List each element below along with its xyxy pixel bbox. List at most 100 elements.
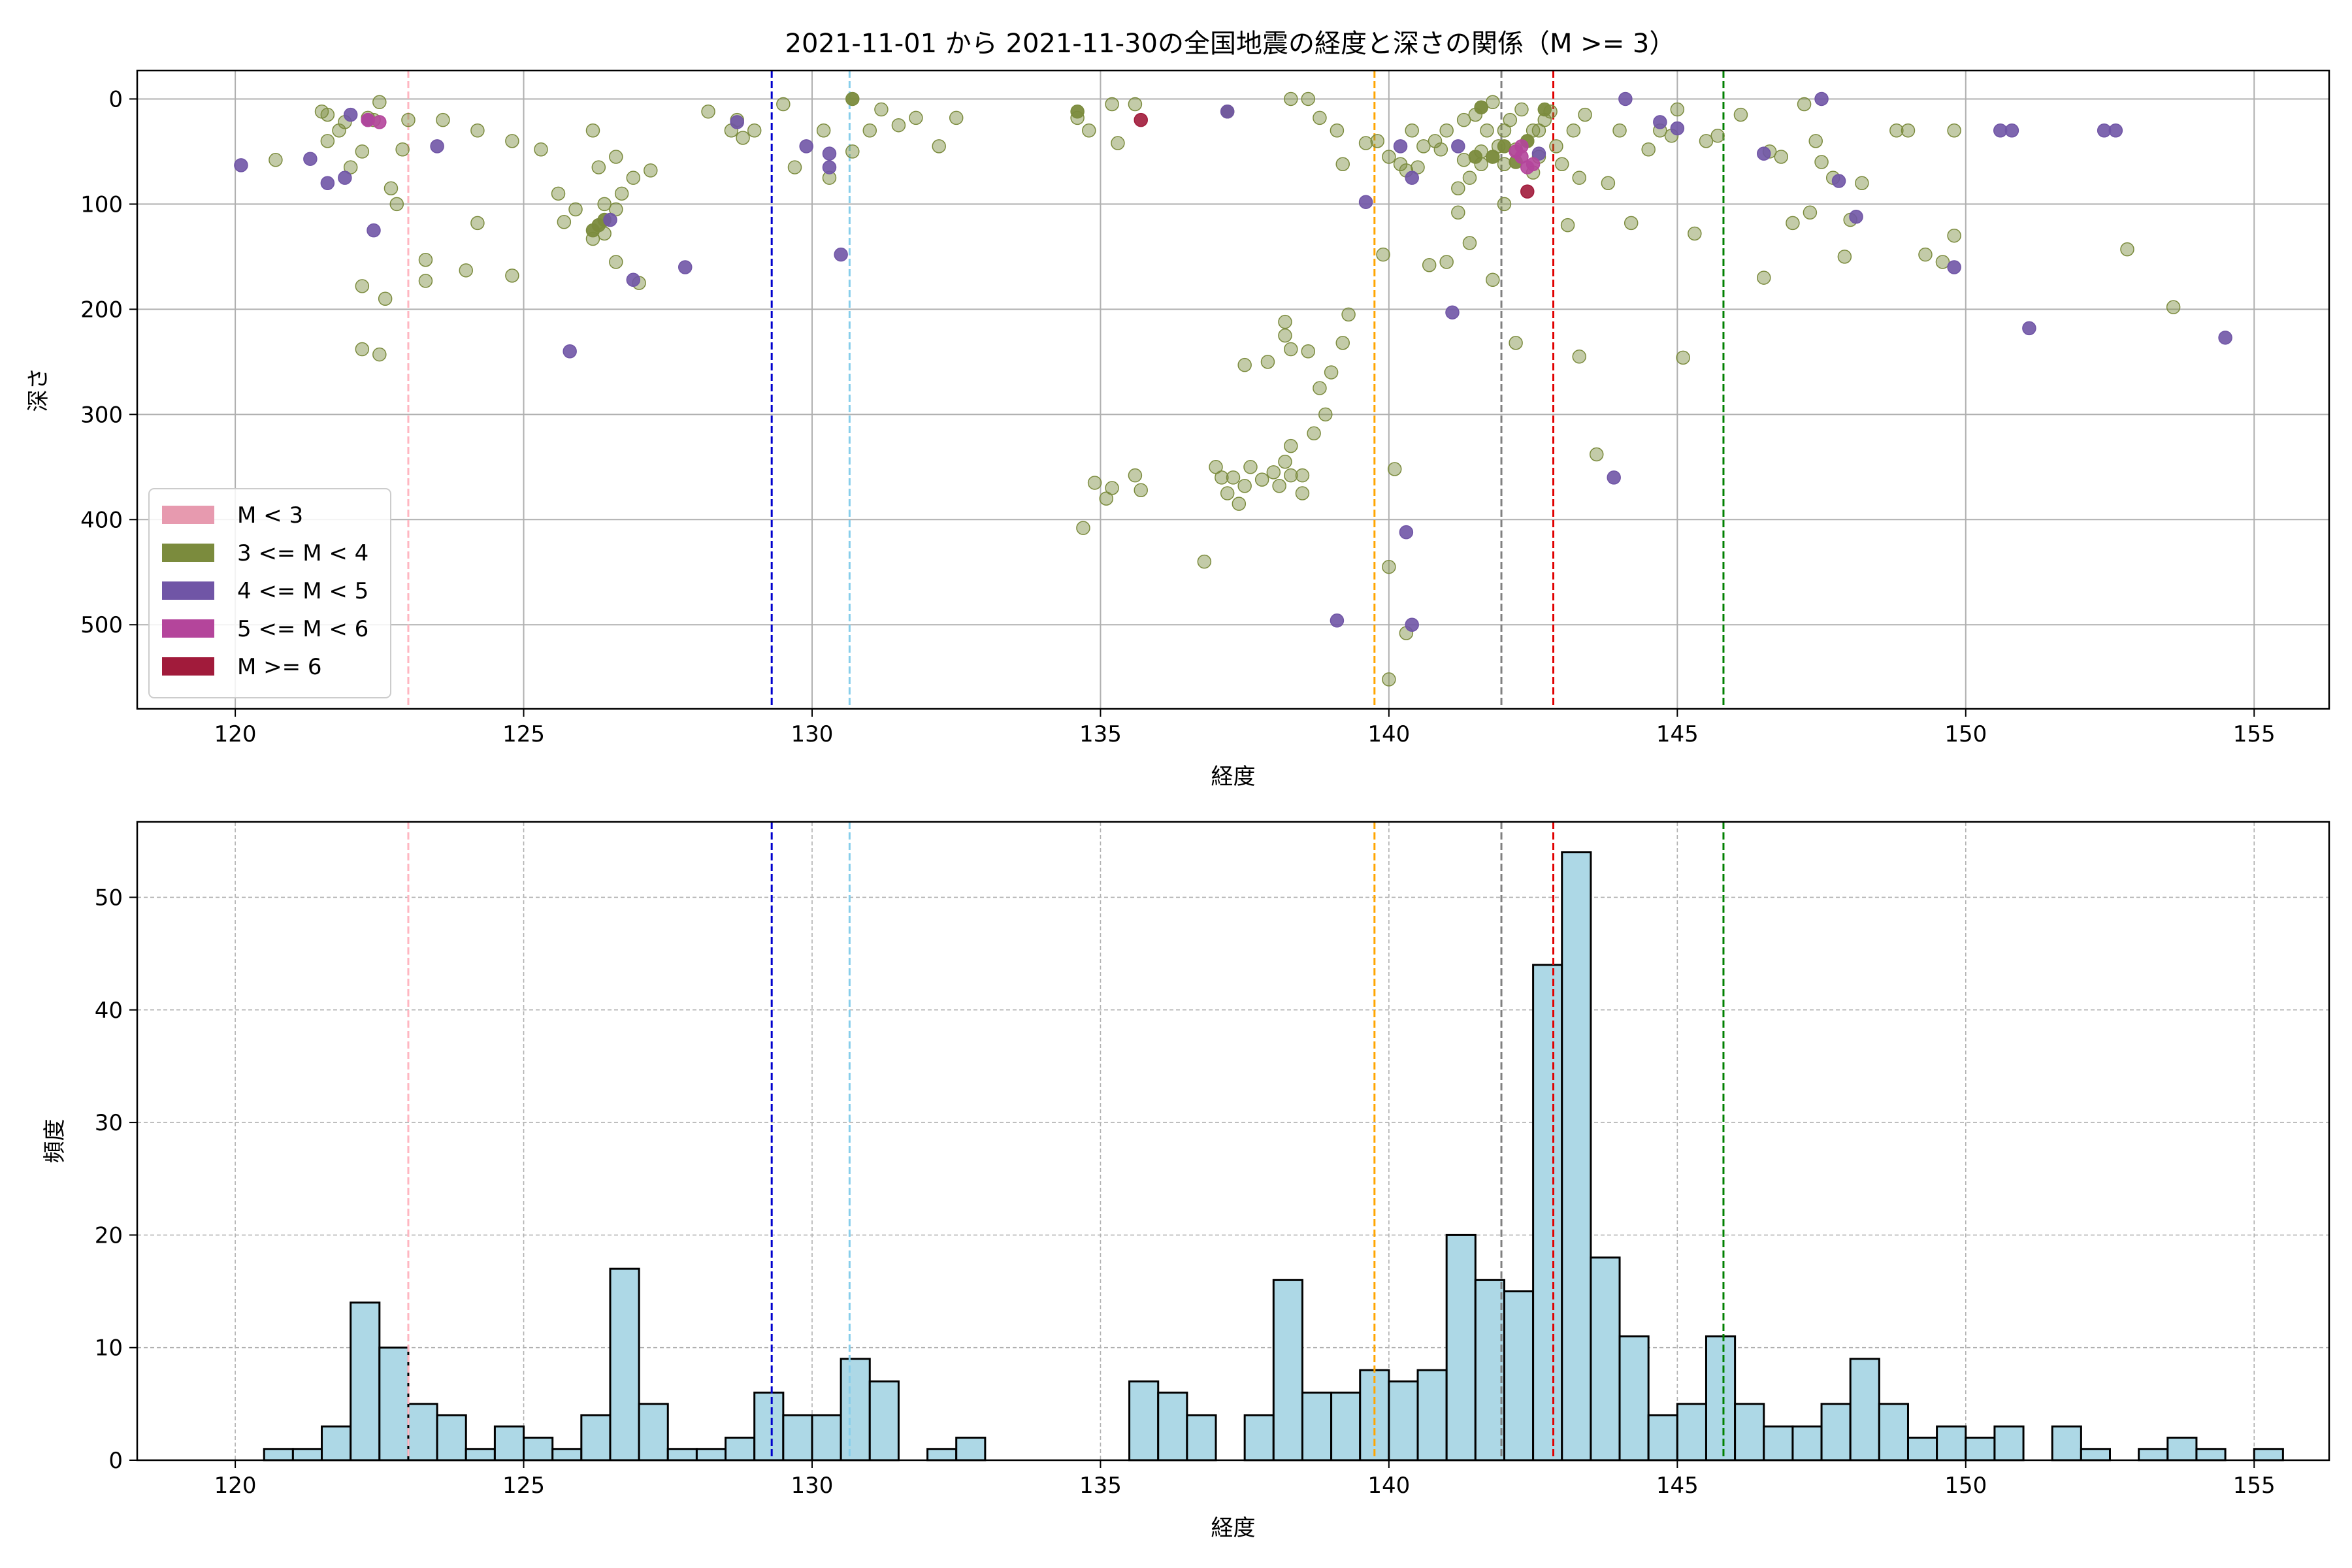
histogram-bar bbox=[291, 1448, 323, 1462]
histogram-bar bbox=[2051, 1425, 2082, 1462]
scatter-point bbox=[320, 107, 335, 122]
histogram-bar bbox=[1936, 1425, 1967, 1462]
scatter-point bbox=[1260, 355, 1275, 369]
scatter-point bbox=[1399, 525, 1414, 540]
histogram-y-ticks: 0 10 20 30 40 50 bbox=[95, 885, 137, 1474]
scatter-legend: M < 3 3 <= M < 4 4 <= M < 5 5 <= M < 6 M >= … bbox=[148, 488, 391, 698]
scatter-point bbox=[1786, 216, 1800, 231]
scatter-y-tick-label: 0 bbox=[108, 86, 123, 112]
scatter-point bbox=[505, 134, 519, 148]
histogram-y-tick-label: 20 bbox=[95, 1222, 123, 1249]
scatter-point bbox=[1284, 468, 1298, 483]
scatter-point bbox=[609, 150, 623, 164]
scatter-grid bbox=[137, 71, 2329, 709]
histogram-bar bbox=[868, 1380, 900, 1462]
scatter-point bbox=[303, 152, 318, 166]
scatter-point bbox=[1901, 123, 1916, 138]
scatter-point bbox=[1451, 205, 1465, 220]
histogram-bar bbox=[1647, 1414, 1678, 1462]
legend-swatch bbox=[162, 506, 214, 524]
scatter-point bbox=[932, 139, 946, 154]
scatter-point bbox=[563, 344, 577, 359]
scatter-point bbox=[1486, 95, 1500, 110]
scatter-y-ticks: 0 100 200 300 400 500 bbox=[80, 86, 137, 638]
scatter-point bbox=[1128, 97, 1143, 112]
scatter-point bbox=[1313, 110, 1327, 125]
scatter-point bbox=[845, 144, 860, 159]
scatter-x-tick-label: 120 bbox=[214, 721, 257, 747]
scatter-point bbox=[678, 260, 693, 274]
scatter-point bbox=[1197, 554, 1212, 569]
scatter-point bbox=[1670, 102, 1685, 117]
scatter-point bbox=[2022, 321, 2036, 336]
scatter-point bbox=[626, 272, 641, 287]
scatter-point bbox=[1295, 486, 1310, 500]
scatter-x-axis-label: 経度 bbox=[1211, 764, 1256, 790]
scatter-point bbox=[1757, 270, 1771, 285]
scatter-point bbox=[1272, 479, 1286, 493]
scatter-point bbox=[1688, 226, 1702, 241]
scatter-point bbox=[1313, 381, 1327, 395]
histogram-bar bbox=[1734, 1403, 1765, 1462]
scatter-point bbox=[1670, 121, 1685, 136]
scatter-y-tick-label: 100 bbox=[80, 191, 123, 218]
histogram-bar bbox=[263, 1448, 294, 1462]
scatter-points bbox=[234, 91, 2232, 687]
scatter-point bbox=[534, 142, 548, 157]
scatter-point bbox=[891, 118, 906, 133]
scatter-point bbox=[470, 123, 485, 138]
histogram-x-tick-label: 145 bbox=[1656, 1473, 1699, 1499]
histogram-bar bbox=[1561, 851, 1592, 1462]
histogram-bar bbox=[926, 1448, 958, 1462]
histogram-bar bbox=[1359, 1369, 1390, 1462]
scatter-point bbox=[1451, 139, 1465, 154]
scatter-point bbox=[430, 139, 444, 154]
scatter-point bbox=[2004, 123, 2019, 138]
histogram-bar bbox=[580, 1414, 612, 1462]
histogram-x-tick-label: 140 bbox=[1367, 1473, 1410, 1499]
histogram-y-axis-label: 頻度 bbox=[42, 1119, 68, 1164]
histogram-bar bbox=[1157, 1392, 1188, 1462]
scatter-point bbox=[1330, 123, 1345, 138]
scatter-point bbox=[1462, 236, 1477, 250]
scatter-point bbox=[909, 110, 923, 125]
scatter-point bbox=[1226, 470, 1241, 485]
scatter-point bbox=[822, 160, 837, 174]
scatter-point bbox=[459, 263, 473, 278]
scatter-point bbox=[1456, 112, 1471, 127]
scatter-point bbox=[1947, 228, 1961, 243]
histogram-y-tick-label: 30 bbox=[95, 1110, 123, 1136]
scatter-point bbox=[1918, 247, 1933, 262]
scatter-point bbox=[1653, 115, 1667, 129]
scatter-point bbox=[1578, 107, 1592, 122]
histogram-bar bbox=[1906, 1437, 1938, 1462]
scatter-point bbox=[1393, 139, 1408, 154]
scatter-point bbox=[1531, 123, 1546, 138]
scatter-point bbox=[1549, 139, 1563, 154]
histogram-bar bbox=[2195, 1448, 2227, 1462]
histogram-bar bbox=[1878, 1403, 1909, 1462]
scatter-point bbox=[845, 91, 860, 106]
legend-label: 5 <= M < 6 bbox=[237, 616, 368, 642]
scatter-point bbox=[1376, 247, 1390, 262]
scatter-point bbox=[1935, 255, 1950, 269]
scatter-point bbox=[585, 123, 600, 138]
scatter-point bbox=[1514, 102, 1529, 117]
scatter-point bbox=[1318, 407, 1333, 422]
scatter-point bbox=[585, 223, 600, 238]
scatter-point bbox=[1439, 255, 1454, 269]
scatter-point bbox=[1134, 112, 1148, 127]
scatter-point bbox=[418, 252, 433, 267]
scatter-point bbox=[372, 95, 387, 110]
scatter-point bbox=[1699, 134, 1714, 148]
histogram-bar bbox=[523, 1437, 554, 1462]
scatter-point bbox=[1641, 142, 1656, 157]
histogram-bar bbox=[1965, 1437, 1996, 1462]
histogram-bar bbox=[1186, 1414, 1217, 1462]
scatter-x-tick-label: 150 bbox=[1944, 721, 1987, 747]
histogram-bar bbox=[1676, 1403, 1707, 1462]
scatter-point bbox=[1266, 465, 1281, 480]
histogram-bars bbox=[263, 851, 2284, 1462]
